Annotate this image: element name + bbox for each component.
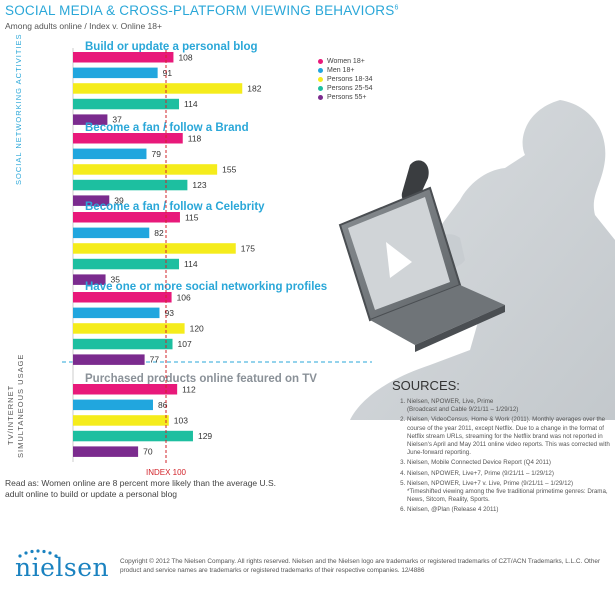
bar: [73, 274, 106, 285]
bar: [73, 179, 188, 191]
bar: [73, 307, 160, 319]
legend-item: Women 18+: [318, 57, 373, 66]
person-with-laptop-silhouette: [338, 100, 615, 420]
nielsen-logo-mark: [18, 549, 58, 558]
legend-item: Persons 55+: [318, 93, 373, 102]
source-item: Nielsen, VideoCensus, Home & Work (2011)…: [407, 416, 614, 457]
bar: [73, 114, 108, 125]
bar-value-label: 115: [185, 212, 199, 222]
legend-item: Men 18+: [318, 66, 373, 75]
bar: [73, 384, 178, 395]
group-label: Have one or more social networking profi…: [85, 281, 327, 293]
bar-value-label: 39: [114, 196, 124, 206]
bar-value-label: 155: [222, 165, 236, 175]
bar-value-label: 118: [188, 133, 202, 143]
bar: [73, 323, 185, 334]
nielsen-logo: nielsen: [15, 553, 110, 582]
bar: [73, 399, 153, 411]
bar-value-label: 91: [163, 68, 173, 78]
bar-value-label: 37: [112, 115, 122, 125]
bar-value-label: 79: [151, 149, 161, 159]
legend-swatch: [318, 77, 323, 82]
bar: [73, 292, 172, 303]
legend-label: Men 18+: [327, 67, 355, 74]
legend-swatch: [318, 68, 323, 73]
bar: [73, 446, 139, 457]
copyright-text: Copyright © 2012 The Nielsen Company. Al…: [120, 558, 601, 574]
bar-value-label: 182: [247, 84, 261, 94]
source-item: Nielsen, Mobile Connected Device Report …: [407, 459, 614, 467]
source-item: Nielsen, NPOWER, Live+7 v. Live, Prime (…: [407, 480, 614, 505]
bar: [73, 227, 150, 239]
sources-title: SOURCES:: [392, 378, 460, 393]
index-100-label: INDEX 100: [146, 468, 187, 477]
legend-label: Persons 18-34: [327, 76, 373, 83]
legend-swatch: [318, 59, 323, 64]
legend-swatch: [318, 86, 323, 91]
legend-label: Persons 55+: [327, 94, 367, 101]
legend-label: Persons 25-54: [327, 85, 373, 92]
bar: [73, 52, 174, 63]
bar: [73, 98, 180, 110]
group-label: Become a fan / follow a Celebrity: [85, 201, 265, 213]
bar-value-label: 86: [158, 400, 168, 410]
page-title: SOCIAL MEDIA & CROSS-PLATFORM VIEWING BE…: [5, 3, 399, 18]
bar-value-label: 35: [111, 275, 121, 285]
bar: [73, 133, 183, 144]
bar-value-label: 175: [241, 244, 255, 254]
page-subtitle: Among adults online / Index v. Online 18…: [5, 21, 162, 31]
bar-value-label: 114: [184, 99, 198, 109]
bar-value-label: 123: [192, 180, 206, 190]
bar: [73, 354, 145, 365]
bar-value-label: 107: [178, 339, 192, 349]
bar: [73, 83, 243, 94]
bar: [73, 243, 236, 254]
bar-value-label: 77: [150, 355, 160, 365]
legend-item: Persons 18-34: [318, 75, 373, 84]
sources-panel: SOURCES: Nielsen, NPOWER, Live, Prime (B…: [392, 378, 614, 516]
bar: [73, 415, 169, 426]
source-item: Nielsen, NPOWER, Live, Prime (Broadcast …: [407, 398, 614, 414]
group-label: Purchased products online featured on TV: [85, 373, 317, 385]
bar: [73, 195, 110, 206]
group-label: Build or update a personal blog: [85, 41, 258, 53]
bar-value-label: 103: [174, 416, 188, 426]
bar-value-label: 120: [190, 324, 204, 334]
legend-item: Persons 25-54: [318, 84, 373, 93]
bar-value-label: 93: [164, 308, 174, 318]
chart-legend: Women 18+ Men 18+ Persons 18-34 Persons …: [318, 57, 373, 102]
sources-list: Nielsen, NPOWER, Live, Prime (Broadcast …: [392, 398, 614, 514]
bar: [73, 148, 147, 160]
legend-swatch: [318, 95, 323, 100]
group-label: Become a fan / follow a Brand: [85, 122, 249, 134]
bar: [73, 164, 218, 175]
bar-value-label: 112: [182, 384, 196, 394]
bar-value-label: 106: [177, 292, 191, 302]
bar: [73, 430, 193, 442]
bar: [73, 258, 180, 270]
bar: [73, 338, 173, 350]
bar-value-label: 82: [154, 228, 164, 238]
bar-value-label: 114: [184, 259, 198, 269]
bar-value-label: 108: [178, 52, 192, 62]
bar: [73, 212, 180, 223]
bar: [73, 67, 158, 79]
bar-value-label: 129: [198, 431, 212, 441]
legend-label: Women 18+: [327, 58, 365, 65]
source-item: Nielsen, NPOWER, Live+7, Prime (9/21/11 …: [407, 470, 614, 478]
bar-value-label: 70: [143, 447, 153, 457]
source-item: Nielsen, @Plan (Release 4 2011): [407, 506, 614, 514]
read-as-footnote: Read as: Women online are 8 percent more…: [5, 478, 277, 499]
